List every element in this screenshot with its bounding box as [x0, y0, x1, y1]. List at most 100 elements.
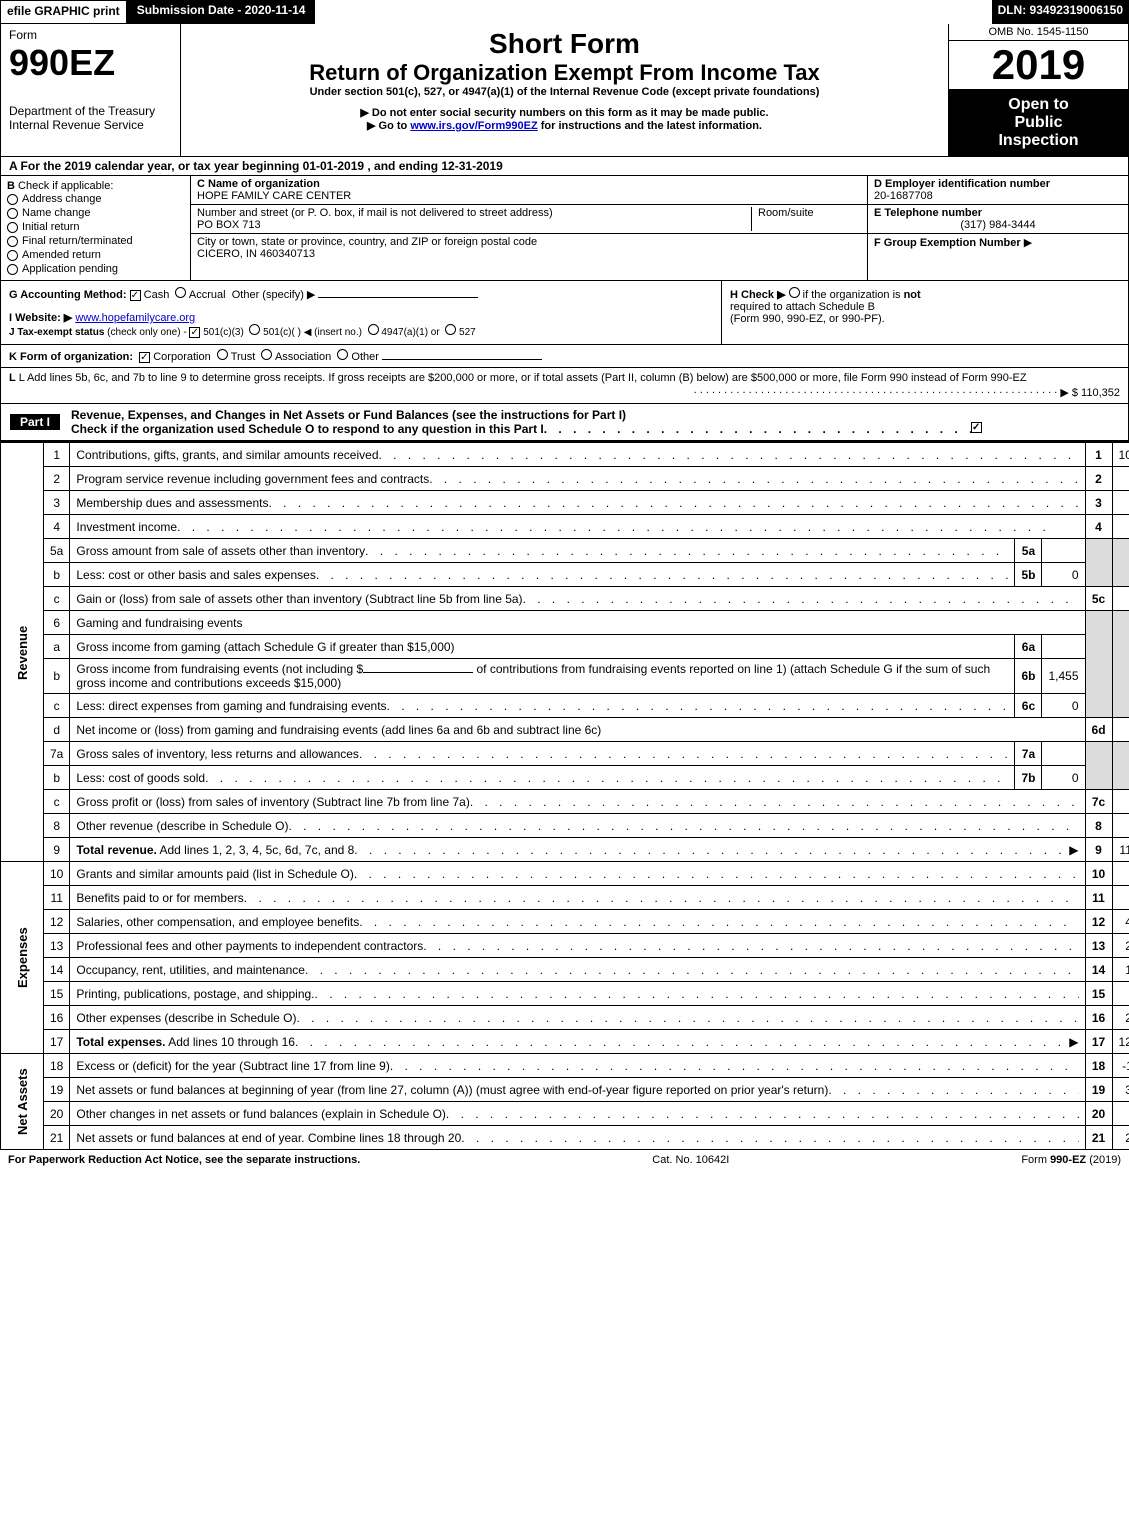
chk-corporation[interactable]: [139, 352, 150, 363]
line-7b: b Less: cost of goods sold . . . . . . .…: [1, 766, 1129, 790]
open-line1: Open to: [953, 96, 1124, 114]
sub-5a: [1042, 539, 1085, 563]
l-text: L Add lines 5b, 6c, and 7b to line 9 to …: [19, 372, 1027, 384]
val-14: 18,925: [1112, 958, 1129, 982]
line-12: 12 Salaries, other compensation, and emp…: [1, 910, 1129, 934]
open-line3: Inspection: [953, 132, 1124, 150]
val-18: -11,489: [1112, 1054, 1129, 1078]
chk-4947[interactable]: [368, 324, 379, 335]
chk-accrual[interactable]: [175, 287, 186, 298]
return-title: Return of Organization Exempt From Incom…: [189, 60, 940, 86]
ssn-warning: ▶ Do not enter social security numbers o…: [189, 106, 940, 119]
chk-h[interactable]: [789, 287, 800, 298]
f-label: F Group Exemption Number: [874, 237, 1021, 249]
chk-application-pending[interactable]: Application pending: [7, 262, 184, 276]
section-def: D Employer identification number 20-1687…: [868, 176, 1128, 280]
line-20: 20 Other changes in net assets or fund b…: [1, 1102, 1129, 1126]
line-6d: d Net income or (loss) from gaming and f…: [1, 718, 1129, 742]
line-5c: c Gain or (loss) from sale of assets oth…: [1, 587, 1129, 611]
val-8: [1112, 814, 1129, 838]
ein-value: 20-1687708: [874, 190, 1122, 202]
d-label: D Employer identification number: [874, 178, 1122, 190]
line-6b: b Gross income from fundraising events (…: [1, 659, 1129, 694]
val-3: 0: [1112, 491, 1129, 515]
form-header: Form 990EZ Department of the Treasury In…: [0, 24, 1129, 157]
sub-7a: [1042, 742, 1085, 766]
header-left: Form 990EZ Department of the Treasury In…: [1, 24, 181, 156]
line-6c: c Less: direct expenses from gaming and …: [1, 694, 1129, 718]
room-suite-label: Room/suite: [751, 207, 861, 231]
val-6d: 1,455: [1112, 718, 1129, 742]
e-label: E Telephone number: [874, 207, 1122, 219]
h-text3: required to attach Schedule B: [730, 301, 1120, 313]
val-17: 121,841: [1112, 1030, 1129, 1054]
line-3: 3 Membership dues and assessments . . . …: [1, 491, 1129, 515]
footer-left: For Paperwork Reduction Act Notice, see …: [8, 1154, 360, 1166]
chk-amended-return[interactable]: Amended return: [7, 248, 184, 262]
section-h: H Check ▶ if the organization is not req…: [721, 281, 1128, 344]
irs-link[interactable]: www.irs.gov/Form990EZ: [410, 120, 537, 132]
line-8: 8 Other revenue (describe in Schedule O)…: [1, 814, 1129, 838]
efile-label[interactable]: efile GRAPHIC print: [0, 0, 127, 24]
j-label: J Tax-exempt status: [9, 327, 104, 338]
dept-label: Department of the Treasury: [9, 104, 172, 118]
part1-table: Revenue 1 Contributions, gifts, grants, …: [0, 442, 1129, 1150]
part1-sub: Check if the organization used Schedule …: [71, 422, 544, 436]
line-4: 4 Investment income . . . . . . . . . . …: [1, 515, 1129, 539]
k-other-input[interactable]: [382, 359, 542, 360]
line-6a: a Gross income from gaming (attach Sched…: [1, 635, 1129, 659]
val-11: [1112, 886, 1129, 910]
c-addr-label: Number and street (or P. O. box, if mail…: [197, 207, 751, 219]
section-g: G Accounting Method: Cash Accrual Other …: [1, 281, 721, 344]
irs-label: Internal Revenue Service: [9, 118, 172, 132]
netassets-group-label: Net Assets: [1, 1054, 44, 1150]
val-7c: 0: [1112, 790, 1129, 814]
g-other-input[interactable]: [318, 297, 478, 298]
website-link[interactable]: www.hopefamilycare.org: [75, 312, 195, 324]
chk-schedule-o[interactable]: [971, 422, 982, 433]
revenue-group-label: Revenue: [1, 443, 44, 862]
line-10: Expenses 10 Grants and similar amounts p…: [1, 862, 1129, 886]
sub-6b: 1,455: [1042, 659, 1085, 694]
chk-501c[interactable]: [249, 324, 260, 335]
part1-hint: (see the instructions for Part I): [449, 408, 626, 422]
top-bar: efile GRAPHIC print Submission Date - 20…: [0, 0, 1129, 24]
c-name-label: C Name of organization: [197, 178, 861, 190]
6b-blank[interactable]: [363, 672, 473, 673]
omb-number: OMB No. 1545-1150: [949, 24, 1128, 41]
section-c: C Name of organization HOPE FAMILY CARE …: [191, 176, 868, 280]
entity-block: B Check if applicable: Address change Na…: [0, 176, 1129, 281]
goto-pre: ▶ Go to: [367, 120, 410, 132]
chk-cash[interactable]: [130, 290, 141, 301]
chk-final-return[interactable]: Final return/terminated: [7, 234, 184, 248]
h-text4: (Form 990, 990-EZ, or 990-PF).: [730, 313, 1120, 325]
section-k: K Form of organization: Corporation Trus…: [0, 345, 1129, 368]
expenses-group-label: Expenses: [1, 862, 44, 1054]
chk-trust[interactable]: [217, 349, 228, 360]
b-heading: B: [7, 180, 15, 192]
chk-501c3[interactable]: [189, 327, 200, 338]
gh-block: G Accounting Method: Cash Accrual Other …: [0, 281, 1129, 345]
line-16: 16 Other expenses (describe in Schedule …: [1, 1006, 1129, 1030]
line-6: 6 Gaming and fundraising events: [1, 611, 1129, 635]
g-label: G Accounting Method:: [9, 289, 127, 301]
val-2: 0: [1112, 467, 1129, 491]
chk-initial-return[interactable]: Initial return: [7, 220, 184, 234]
chk-527[interactable]: [445, 324, 456, 335]
line-18: Net Assets 18 Excess or (deficit) for th…: [1, 1054, 1129, 1078]
c-city-label: City or town, state or province, country…: [197, 236, 861, 248]
chk-other-org[interactable]: [337, 349, 348, 360]
line-5b: b Less: cost or other basis and sales ex…: [1, 563, 1129, 587]
chk-address-change[interactable]: Address change: [7, 192, 184, 206]
chk-association[interactable]: [261, 349, 272, 360]
k-label: K Form of organization:: [9, 351, 133, 363]
line-15: 15 Printing, publications, postage, and …: [1, 982, 1129, 1006]
chk-name-change[interactable]: Name change: [7, 206, 184, 220]
val-16: 27,140: [1112, 1006, 1129, 1030]
goto-post: for instructions and the latest informat…: [538, 120, 762, 132]
val-1: 108,848: [1112, 443, 1129, 467]
section-l: L L Add lines 5b, 6c, and 7b to line 9 t…: [0, 368, 1129, 404]
val-5c: 0: [1112, 587, 1129, 611]
val-10: [1112, 862, 1129, 886]
line-21: 21 Net assets or fund balances at end of…: [1, 1126, 1129, 1150]
